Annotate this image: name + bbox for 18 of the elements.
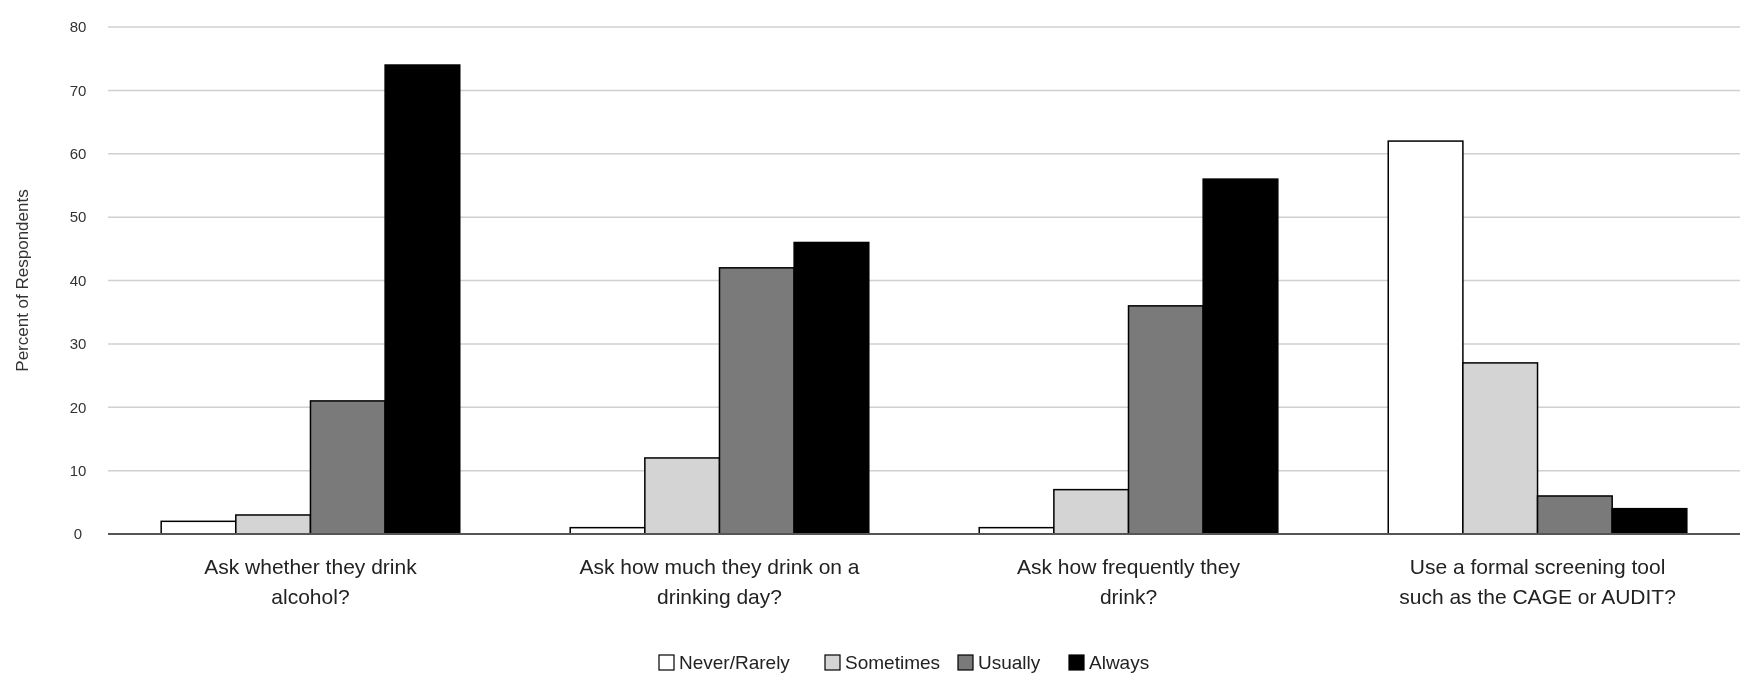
legend-label: Always: [1089, 652, 1150, 673]
x-tick-label: Ask how much they drink on a drinking day?: [579, 555, 860, 608]
y-tick-label: 60: [69, 145, 87, 162]
x-tick-label: Ask whether they drink alcohol?: [204, 555, 418, 608]
y-tick-label: 0: [73, 525, 83, 543]
y-tick-label: 30: [69, 335, 87, 353]
y-tick-label: 80: [69, 18, 87, 36]
x-tick-label: Ask how frequently they drink?: [1017, 555, 1241, 608]
legend-label: Usually: [978, 652, 1041, 673]
y-tick-label: 10: [69, 461, 87, 479]
y-tick-label: 70: [69, 81, 87, 99]
y-tick-label: 40: [69, 271, 87, 289]
legend-label: Sometimes: [845, 652, 941, 673]
y-tick-label: 50: [69, 208, 87, 226]
legend-label: Never/Rarely: [679, 652, 791, 673]
y-axis-title: Percent of Respondents: [13, 189, 32, 372]
x-tick-label: Use a formal screening tool such as the CAGE or AUDIT?: [1399, 555, 1676, 608]
y-tick-label: 20: [69, 398, 87, 416]
